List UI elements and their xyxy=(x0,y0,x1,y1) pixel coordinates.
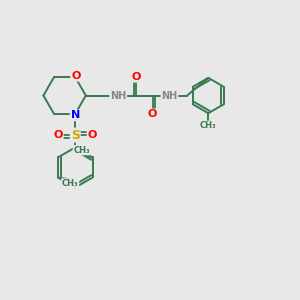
Text: CH₃: CH₃ xyxy=(62,179,79,188)
Text: CH₃: CH₃ xyxy=(200,122,217,130)
Text: S: S xyxy=(71,129,80,142)
Text: O: O xyxy=(53,130,63,140)
Text: O: O xyxy=(132,72,141,82)
Text: O: O xyxy=(71,71,80,81)
Text: NH: NH xyxy=(161,91,178,100)
Text: CH₃: CH₃ xyxy=(73,146,90,154)
Text: N: N xyxy=(70,110,80,120)
Text: O: O xyxy=(148,110,157,119)
Text: NH: NH xyxy=(110,91,126,100)
Text: O: O xyxy=(88,130,97,140)
